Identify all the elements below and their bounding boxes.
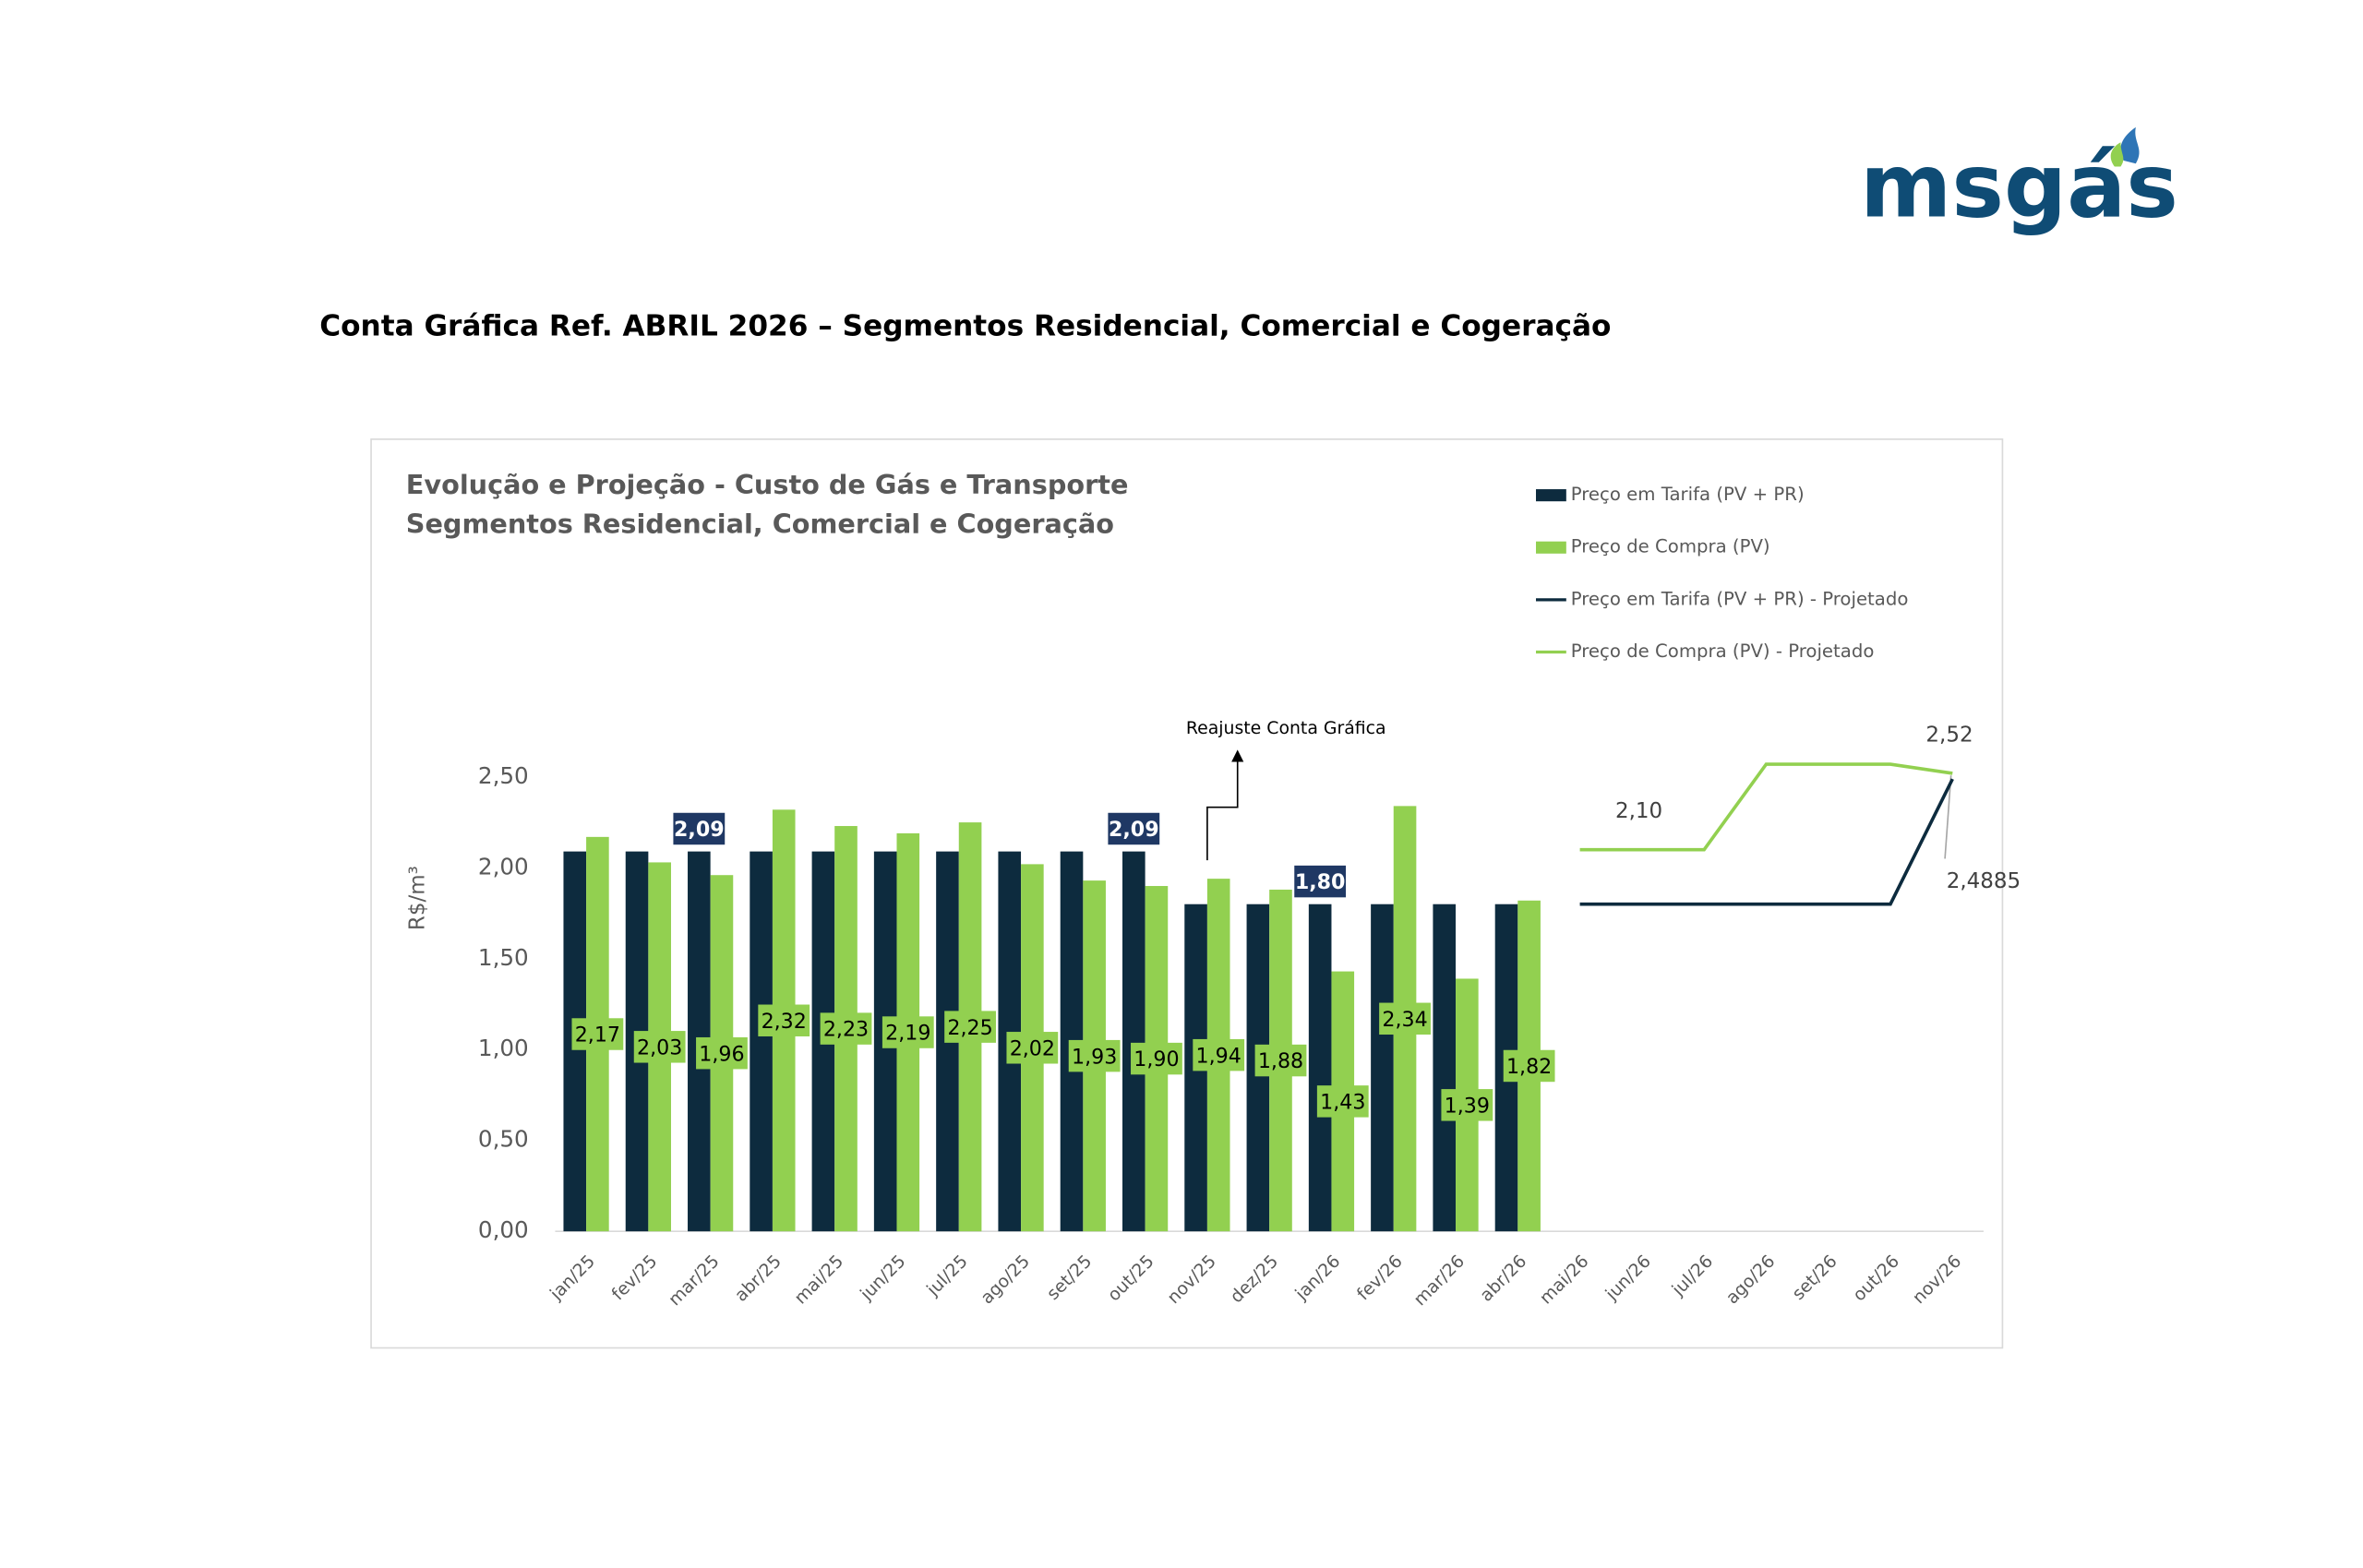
y-tick-label: 1,00 xyxy=(478,1035,529,1061)
logo-text: msgás xyxy=(1860,136,2178,237)
data-label-box xyxy=(1006,1032,1059,1064)
data-label-box xyxy=(758,1004,810,1036)
page-title: Conta Gráfica Ref. ABRIL 2026 – Segmento… xyxy=(319,309,1611,342)
data-label: 1,96 xyxy=(699,1042,744,1066)
data-label: 2,23 xyxy=(823,1018,869,1042)
data-label: 2,19 xyxy=(885,1022,930,1046)
data-label: 2,17 xyxy=(575,1023,620,1047)
legend-label: Preço em Tarifa (PV + PR) xyxy=(1571,484,1805,505)
y-axis-label: R$/m³ xyxy=(405,866,429,930)
data-label-box xyxy=(1068,1039,1121,1072)
line-data-label: 2,52 xyxy=(1925,723,1973,747)
data-label-box xyxy=(1108,812,1160,845)
data-label: 2,32 xyxy=(762,1010,807,1034)
data-label-box xyxy=(571,1018,624,1050)
line-data-label: 2,4885 xyxy=(1947,869,2021,893)
bar xyxy=(1308,904,1332,1232)
legend-swatch xyxy=(1536,541,1566,554)
annotation-text: Reajuste Conta Gráfica xyxy=(1186,718,1386,738)
data-label: 1,94 xyxy=(1196,1044,1241,1068)
data-label-box xyxy=(1254,1044,1307,1077)
data-label-box xyxy=(633,1031,686,1063)
data-label: 1,90 xyxy=(1134,1047,1179,1071)
data-label: 1,88 xyxy=(1258,1049,1303,1073)
data-label: 1,39 xyxy=(1445,1094,1490,1118)
annotation-arrow xyxy=(1231,749,1244,762)
logo-flame xyxy=(2120,126,2140,164)
data-label: 2,02 xyxy=(1010,1036,1055,1060)
data-label: 1,82 xyxy=(1506,1055,1552,1079)
data-label-box xyxy=(1316,1085,1369,1118)
chart-subtitle: Segmentos Residencial, Comercial e Coger… xyxy=(406,508,1114,539)
data-label-box xyxy=(1294,865,1347,898)
data-label: 2,03 xyxy=(637,1035,682,1059)
logo: msgás xyxy=(1860,126,2178,237)
line-data-label: 2,10 xyxy=(1615,799,1662,823)
legend-label: Preço de Compra (PV) xyxy=(1571,536,1770,557)
bar xyxy=(1371,904,1394,1232)
y-tick-label: 0,50 xyxy=(478,1126,529,1153)
data-label-box xyxy=(696,1036,748,1070)
bar xyxy=(750,851,773,1232)
logo-leaf xyxy=(2110,142,2124,167)
data-label-box xyxy=(820,1012,872,1045)
bar xyxy=(1433,904,1457,1232)
leader-line xyxy=(1944,775,1952,859)
legend-swatch xyxy=(1536,489,1566,502)
annotation: Reajuste Conta Gráfica xyxy=(1186,718,1386,861)
y-tick-label: 2,00 xyxy=(478,853,529,880)
data-label-box xyxy=(1131,1042,1182,1075)
data-label: 2,25 xyxy=(947,1016,992,1040)
data-label: 2,09 xyxy=(1109,818,1159,842)
projected-line xyxy=(1579,778,1954,906)
data-label-box xyxy=(1441,1089,1493,1121)
legend-label: Preço de Compra (PV) - Projetado xyxy=(1571,640,1875,662)
data-label: 1,43 xyxy=(1320,1091,1365,1115)
y-tick-label: 1,50 xyxy=(478,944,529,971)
data-label-box xyxy=(673,812,726,845)
data-label-box xyxy=(1503,1049,1555,1083)
legend-label: Preço em Tarifa (PV + PR) - Projetado xyxy=(1571,588,1909,609)
data-label-box xyxy=(944,1011,996,1043)
data-label: 1,80 xyxy=(1295,870,1346,894)
data-label: 1,93 xyxy=(1072,1045,1117,1069)
chart-title: Evolução e Projeção - Custo de Gás e Tra… xyxy=(406,469,1129,500)
data-label-box xyxy=(1379,1002,1431,1035)
y-tick-label: 2,50 xyxy=(478,762,529,789)
data-label: 2,34 xyxy=(1382,1008,1427,1032)
data-label-box xyxy=(1193,1038,1245,1071)
data-label: 2,09 xyxy=(674,818,725,842)
bar xyxy=(1122,851,1146,1232)
annotation-connector xyxy=(1206,760,1239,861)
data-label-box xyxy=(882,1016,934,1048)
projected-line xyxy=(1579,762,1953,852)
y-tick-label: 0,00 xyxy=(478,1216,529,1243)
